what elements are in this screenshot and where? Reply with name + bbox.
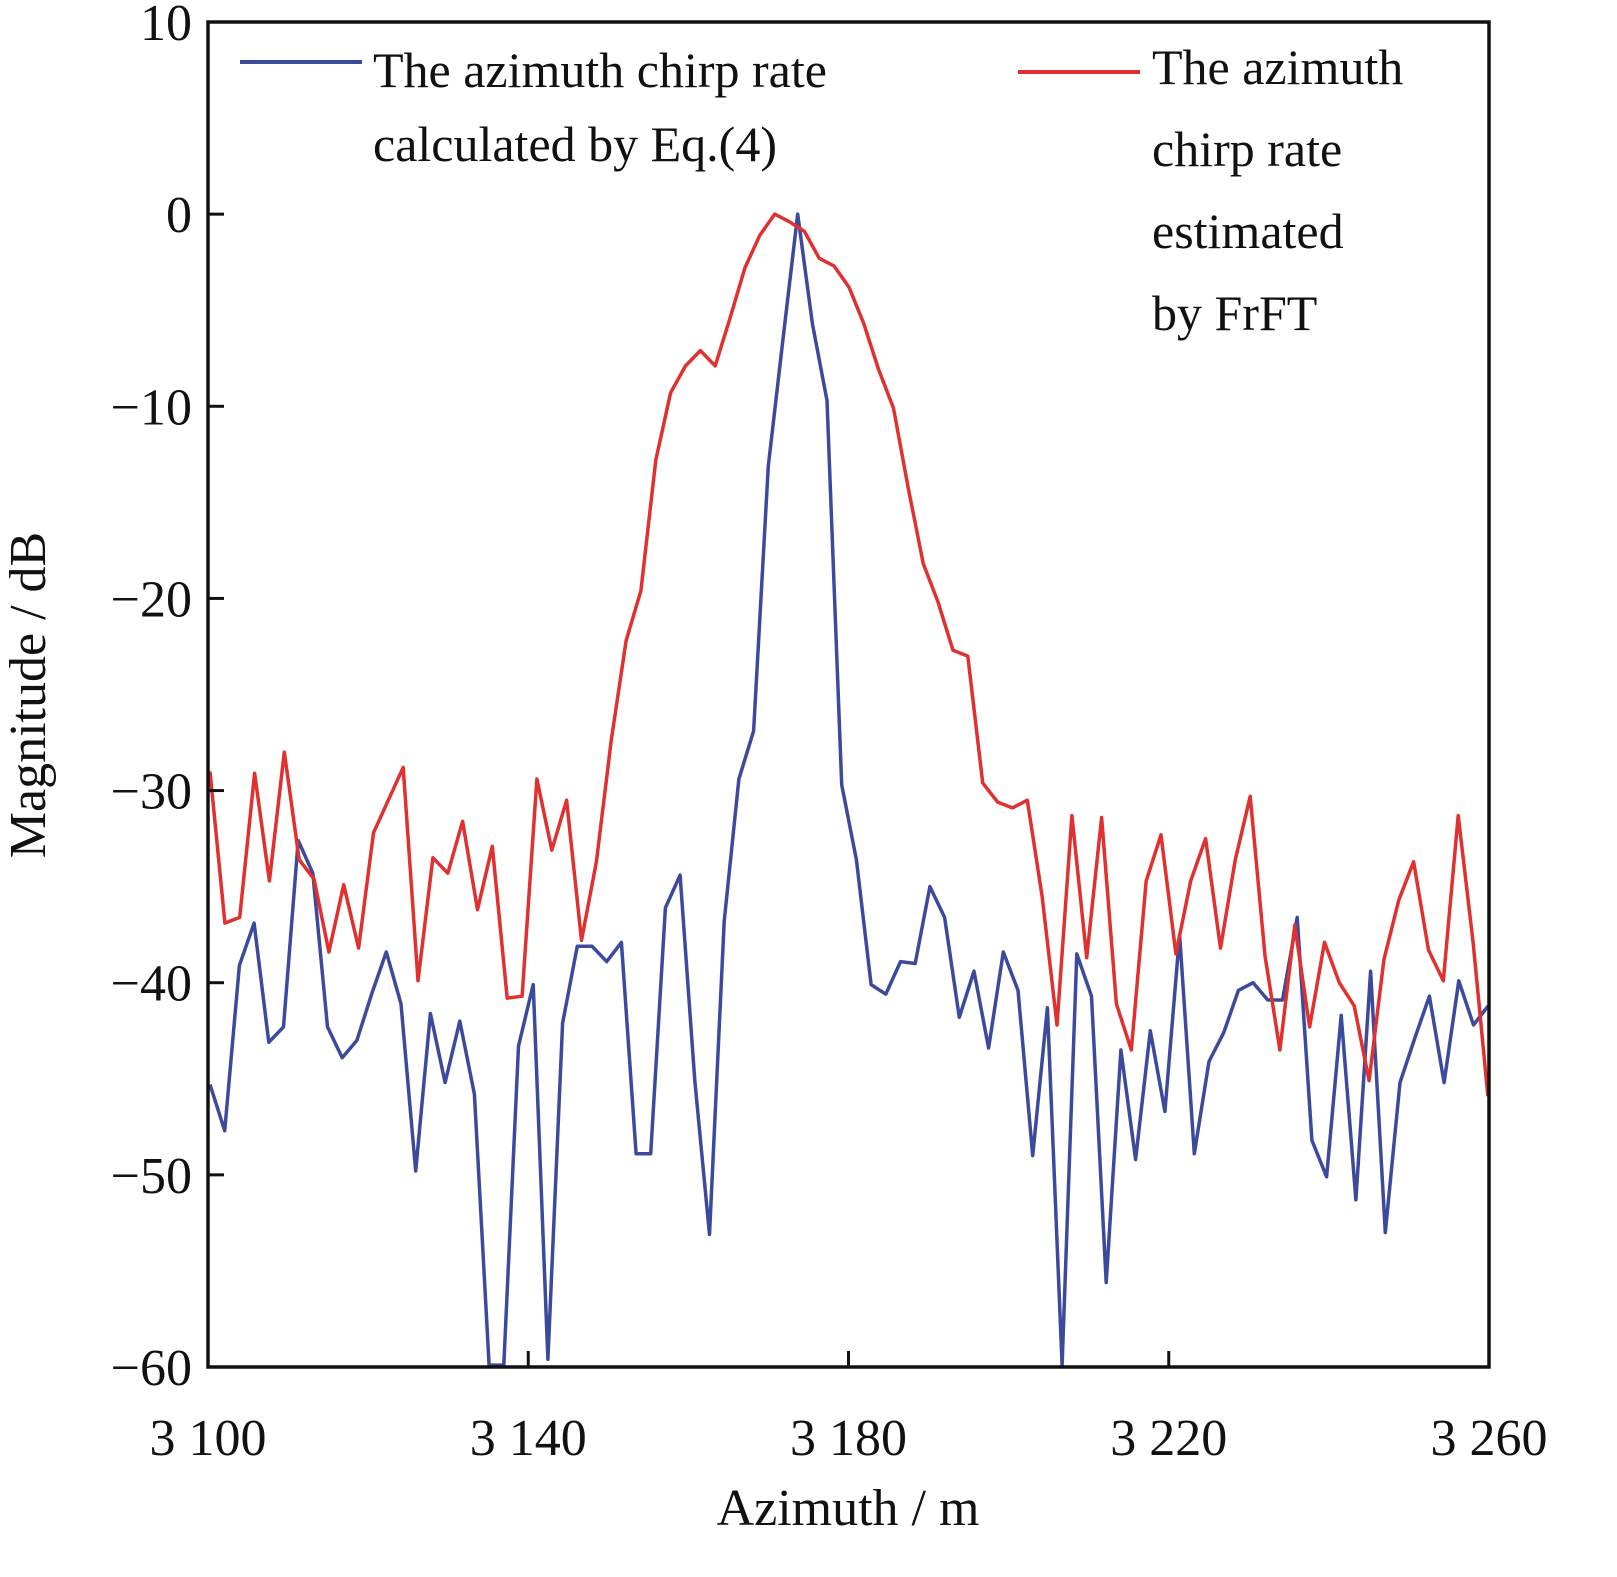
y-tick-label: 0 bbox=[166, 187, 192, 244]
series-line-eq4 bbox=[208, 212, 1490, 1367]
x-axis-label: Azimuth / m bbox=[717, 1480, 980, 1537]
legend: The azimuth chirp rate calculated by Eq.… bbox=[240, 39, 1403, 341]
y-tick-label: −30 bbox=[111, 764, 192, 821]
plot-frame bbox=[206, 20, 1491, 1369]
legend-label-frft-line4: by FrFT bbox=[1152, 285, 1317, 341]
ticks-layer: 3 100 3 140 3 180 3 220 3 260 10 0 −10 −20 −30 −40… bbox=[111, 0, 1548, 1467]
series-layer bbox=[208, 212, 1490, 1367]
y-tick-label: −60 bbox=[111, 1340, 192, 1397]
x-tick-label: 3 220 bbox=[1110, 1410, 1227, 1467]
y-tick-label: −20 bbox=[111, 571, 192, 628]
x-tick-label: 3 140 bbox=[470, 1410, 587, 1467]
y-tick-label: −10 bbox=[111, 379, 192, 436]
y-tick-label: 10 bbox=[140, 0, 192, 52]
y-axis-label: Magnitude / dB bbox=[0, 532, 57, 858]
legend-label-frft-line3: estimated bbox=[1152, 203, 1344, 259]
x-tick-label: 3 180 bbox=[790, 1410, 907, 1467]
y-tick-label: −40 bbox=[111, 956, 192, 1013]
legend-label-frft-line1: The azimuth bbox=[1152, 39, 1403, 95]
y-tick-label: −50 bbox=[111, 1148, 192, 1205]
legend-label-frft-line2: chirp rate bbox=[1152, 121, 1342, 177]
legend-label-eq4-line2: calculated by Eq.(4) bbox=[373, 116, 777, 172]
series-line-frft bbox=[208, 212, 1490, 1097]
x-tick-label: 3 100 bbox=[150, 1410, 267, 1467]
x-tick-label: 3 260 bbox=[1431, 1410, 1548, 1467]
legend-label-eq4-line1: The azimuth chirp rate bbox=[373, 42, 827, 98]
